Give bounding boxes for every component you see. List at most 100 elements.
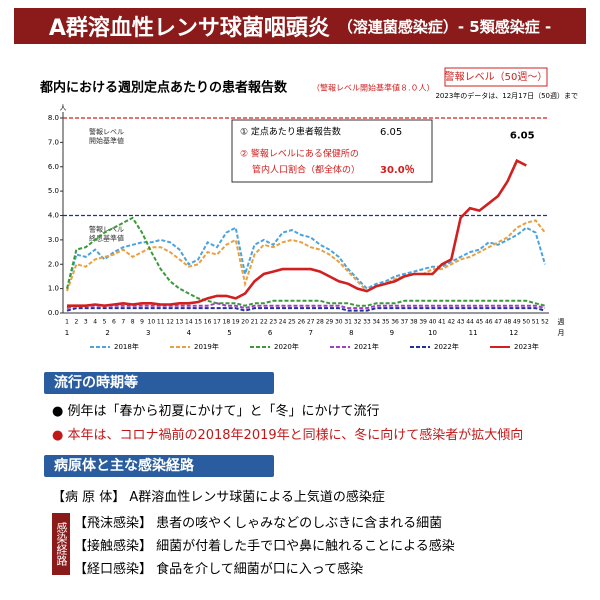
month-label: 11: [469, 329, 478, 337]
series-line: [66, 307, 546, 312]
x-tick-label: 27: [307, 319, 315, 326]
x-tick-label: 38: [410, 319, 418, 326]
season-item: ● 本年は、コロナ禍前の2018年2019年と同様に、冬に向けて感染者が拡大傾向: [52, 428, 524, 443]
route-text: 細菌が付着した手で口や鼻に触れることによる感染: [156, 539, 455, 554]
x-tick-label: 36: [391, 319, 399, 326]
reference-label: 終息基準値: [89, 234, 124, 243]
legend-label: 2023年: [514, 342, 539, 351]
x-tick-label: 25: [288, 319, 296, 326]
route-key: 【経口感染】: [74, 562, 153, 577]
series-line: [66, 302, 546, 310]
x-tick-label: 13: [176, 319, 184, 326]
alert-box-label: 警報レベル（50週〜）: [445, 70, 548, 83]
y-tick-label: 5.0: [48, 187, 59, 195]
x-tick-label: 44: [466, 319, 474, 326]
month-label: 6: [268, 329, 273, 337]
chart: 都内における週別定点あたりの患者報告数 （警報レベル開始基準値８.０人） 警報レ…: [39, 67, 578, 351]
pathogen-text: A群溶血性レンサ球菌による上気道の感染症: [129, 490, 385, 505]
x-tick-label: 11: [157, 319, 165, 326]
x-tick-label: 32: [354, 319, 362, 326]
reference-label: 開始基準値: [89, 136, 124, 145]
x-tick-label: 45: [476, 319, 484, 326]
x-tick-label: 16: [204, 319, 212, 326]
reference-label: 警報レベル: [89, 225, 124, 234]
month-label: 9: [390, 329, 394, 337]
x-tick-label: 20: [241, 319, 249, 326]
title-sub: （溶連菌感染症）- 5類感染症 -: [337, 17, 552, 36]
month-label: 8: [349, 329, 353, 337]
y-tick-label: 4.0: [48, 212, 59, 220]
alert-box: [444, 67, 548, 87]
series-line: [66, 226, 546, 290]
x-tick-label: 49: [513, 319, 521, 326]
x-tick-label: 14: [185, 319, 193, 326]
annotation-label: ① 定点あたり患者報告数: [240, 126, 341, 138]
x-tick-label: 33: [363, 319, 371, 326]
x-tick-label: 37: [401, 319, 409, 326]
x-tick-label: 26: [297, 319, 305, 326]
y-tick-label: 6.0: [48, 163, 59, 171]
pathogen-line: 【病 原 体】 A群溶血性レンサ球菌による上気道の感染症: [52, 486, 385, 505]
route-key: 【飛沫感染】: [74, 516, 153, 531]
x-tick-label: 18: [223, 319, 231, 326]
legend-label: 2019年: [194, 342, 219, 351]
y-tick-label: 3.0: [48, 236, 59, 244]
x-tick-label: 42: [447, 319, 455, 326]
x-tick-label: 29: [326, 319, 334, 326]
pathogen-key: 【病 原 体】: [52, 490, 126, 505]
data-note: 2023年のデータは、12月17日（50週）まで: [435, 91, 578, 100]
month-label: 3: [146, 329, 150, 337]
month-label: 4: [187, 329, 192, 337]
x-tick-label: 41: [438, 319, 446, 326]
route-line: 【飛沫感染】 患者の咳やくしゃみなどのしぶきに含まれる細菌: [74, 512, 442, 531]
x-tick-label: 7: [121, 319, 125, 326]
x-tick-label: 24: [279, 319, 287, 326]
data-label: 6.05: [510, 131, 535, 142]
route-line: 【接触感染】 細菌が付着した手で口や鼻に触れることによる感染: [74, 535, 455, 554]
x-tick-label: 9: [140, 319, 144, 326]
x-tick-label: 31: [344, 319, 352, 326]
chart-title-note: （警報レベル開始基準値８.０人）: [312, 83, 435, 93]
month-unit: 月: [558, 329, 565, 337]
section-heading: 病原体と主な感染経路: [44, 455, 274, 477]
x-tick-label: 34: [372, 319, 380, 326]
series-line: [66, 216, 546, 307]
x-tick-label: 15: [194, 319, 202, 326]
x-tick-label: 10: [148, 319, 156, 326]
annotation-label: 管内人口割合（都全体の）: [252, 164, 360, 176]
x-tick-label: 19: [232, 319, 240, 326]
legend-label: 2018年: [114, 342, 139, 351]
section-heading: 流行の時期等: [44, 372, 274, 394]
legend-label: 2021年: [354, 342, 379, 351]
x-tick-label: 2: [74, 319, 78, 326]
x-tick-label: 12: [166, 319, 174, 326]
x-tick-label: 6: [112, 319, 116, 326]
chart-title: 都内における週別定点あたりの患者報告数: [39, 80, 288, 96]
x-tick-label: 5: [103, 319, 107, 326]
series-line: [66, 219, 546, 293]
annotation-label: ② 警報レベルにある保健所の: [240, 148, 359, 160]
month-label: 7: [308, 329, 312, 337]
reference-label: 警報レベル: [89, 127, 124, 136]
x-tick-label: 35: [382, 319, 390, 326]
x-tick-label: 40: [429, 319, 437, 326]
title-bar: A群溶血性レンサ球菌咽頭炎 （溶連菌感染症）- 5類感染症 -: [14, 8, 586, 44]
x-tick-label: 3: [84, 319, 88, 326]
y-tick-label: 0.0: [48, 309, 59, 317]
x-tick-label: 47: [494, 319, 502, 326]
route-line: 【経口感染】 食品を介して細菌が口に入って感染: [74, 558, 363, 577]
x-tick-label: 4: [93, 319, 97, 326]
x-tick-label: 50: [522, 319, 530, 326]
x-tick-label: 17: [213, 319, 221, 326]
legend-label: 2022年: [434, 342, 459, 351]
series-line: [67, 158, 527, 308]
route-text: 食品を介して細菌が口に入って感染: [156, 562, 364, 577]
x-tick-label: 43: [457, 319, 465, 326]
y-tick-label: 7.0: [48, 138, 59, 146]
y-tick-label: 8.0: [48, 114, 59, 122]
title: A群溶血性レンサ球菌咽頭炎: [48, 16, 330, 41]
month-label: 2: [105, 329, 109, 337]
annotation-value: 6.05: [380, 127, 402, 138]
annotation-box: [231, 119, 433, 183]
